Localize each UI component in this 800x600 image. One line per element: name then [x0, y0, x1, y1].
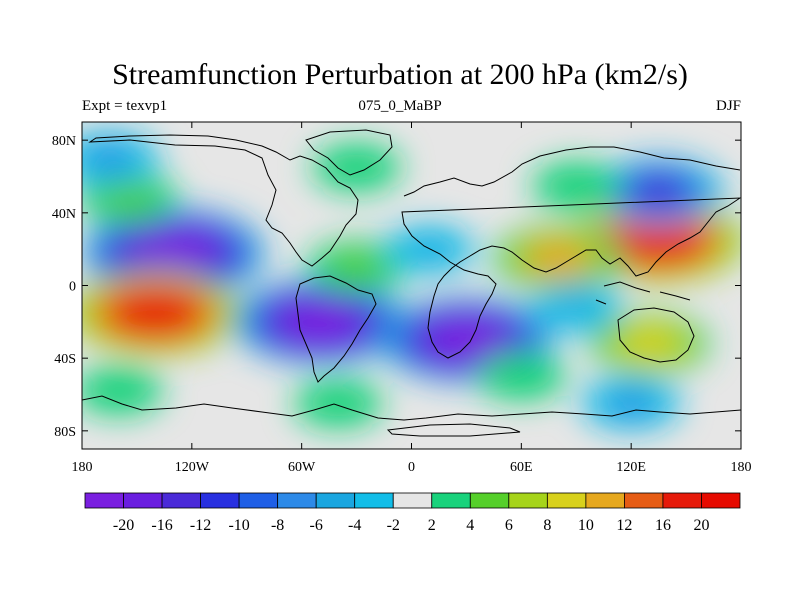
greenland-coast — [305, 129, 393, 176]
contour-field — [82, 131, 741, 431]
colorbar-swatch — [546, 492, 587, 509]
season-label: DJF — [715, 98, 741, 114]
lon-tick-label: 180 — [731, 460, 752, 475]
south-america-coast — [295, 275, 377, 383]
colorbar-swatch — [161, 492, 201, 509]
colorbar-swatch — [392, 492, 433, 509]
colorbar-label: -6 — [310, 517, 323, 534]
lat-tick-label: 40N — [52, 207, 76, 222]
colorbar-label: -16 — [151, 517, 172, 534]
lon-tick-label: 0 — [408, 460, 415, 475]
colorbar-swatch — [585, 492, 625, 509]
colorbar-swatch — [123, 492, 163, 509]
longitude-axis: 180 120W 60W 0 60E 120E 180 — [72, 122, 752, 475]
colorbar-label: 20 — [693, 517, 709, 534]
colorbar-label: 8 — [543, 517, 551, 534]
field-blob-8-4 — [92, 147, 127, 170]
colorbar-label: -4 — [348, 517, 361, 534]
colorbar-swatch — [662, 492, 702, 509]
field-blob-16-4 — [339, 256, 374, 279]
lat-tick-label: 40S — [54, 352, 76, 367]
colorbar: -20 -16 -12 -10 -8 -6 -4 -2 2 4 6 8 10 12 16 20 — [84, 492, 741, 534]
field-blob-14-4 — [323, 393, 354, 414]
field-blobs — [82, 131, 741, 431]
colorbar-swatch — [508, 492, 548, 509]
colorbar-swatch — [701, 492, 741, 509]
period-label: 075_0_MaBP — [358, 98, 442, 114]
field-blob-6-4 — [634, 177, 684, 206]
lon-tick-label: 60W — [288, 460, 316, 475]
antarctica-coast — [82, 395, 741, 437]
colorbar-swatch — [277, 492, 317, 509]
field-blob-1-4 — [121, 294, 190, 331]
field-blob-3-4 — [432, 322, 501, 358]
lon-tick-label: 180 — [72, 460, 93, 475]
colorbar-swatch — [200, 492, 240, 509]
coastlines — [82, 129, 741, 437]
lat-tick-label: 80N — [52, 134, 76, 149]
field-blob-18-4 — [506, 366, 537, 387]
colorbar-swatch — [84, 492, 124, 509]
colorbar-label: -2 — [387, 517, 400, 534]
colorbar-swatch — [624, 492, 664, 509]
plot-title: Streamfunction Perturbation at 200 hPa (… — [112, 58, 688, 91]
colorbar-label: 6 — [505, 517, 513, 534]
field-blob-5-4 — [533, 244, 583, 273]
colorbar-swatch — [431, 492, 471, 509]
field-blob-2-4 — [285, 303, 354, 340]
australia-coast — [617, 307, 695, 363]
field-blob-7-4 — [110, 187, 145, 210]
field-blob-4-4 — [624, 222, 693, 259]
field-blob-15-4 — [613, 392, 649, 415]
field-blob-11-4 — [627, 330, 672, 357]
colorbar-swatch — [469, 492, 510, 509]
field-blob-12-4 — [561, 297, 592, 318]
latitude-axis: 80N 40N 0 40S 80S — [52, 134, 741, 440]
colorbar-swatch — [354, 492, 394, 509]
field-blob-0-4 — [137, 233, 210, 272]
colorbar-swatch — [238, 492, 279, 509]
colorbar-label: 4 — [466, 517, 474, 534]
lat-tick-label: 80S — [54, 425, 76, 440]
colorbar-label: -20 — [113, 517, 134, 534]
southeast-asia-islands — [595, 281, 691, 305]
colorbar-label: 10 — [578, 517, 594, 534]
colorbar-label: -10 — [228, 517, 249, 534]
lon-tick-label: 120E — [616, 460, 646, 475]
colorbar-label: 2 — [428, 517, 436, 534]
colorbar-label: 12 — [616, 517, 632, 534]
lon-tick-label: 120W — [175, 460, 210, 475]
lat-tick-label: 0 — [69, 280, 76, 295]
north-america-coast — [88, 134, 359, 267]
field-blob-13-4 — [103, 380, 134, 401]
experiment-label: Expt = texvp1 — [82, 98, 168, 114]
field-blob-9-4 — [341, 157, 372, 178]
colorbar-label: 16 — [655, 517, 671, 534]
colorbar-label: -8 — [271, 517, 284, 534]
colorbar-label: -12 — [190, 517, 211, 534]
lon-tick-label: 60E — [510, 460, 533, 475]
colorbar-swatch — [315, 492, 356, 509]
field-blob-10-4 — [561, 175, 592, 196]
eurasia-africa-coast — [401, 146, 741, 359]
